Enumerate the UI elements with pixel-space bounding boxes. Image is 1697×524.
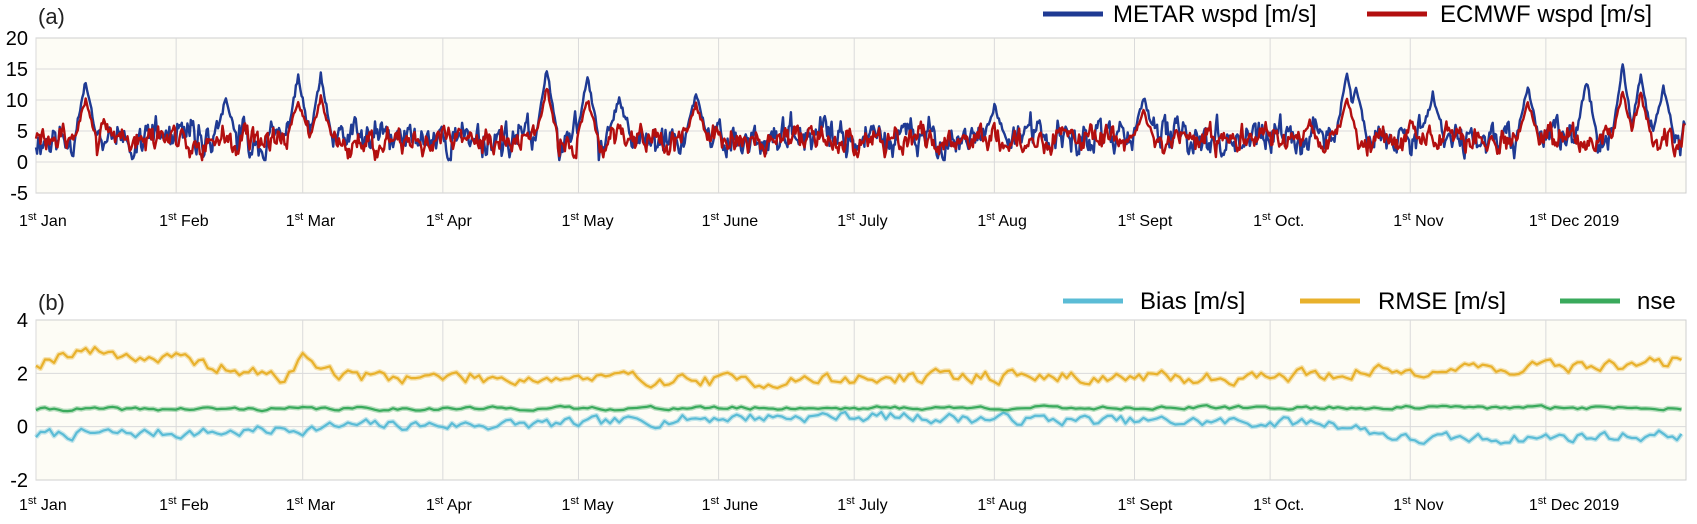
panel-b-series <box>34 344 1684 447</box>
x-tick-label: 1st July <box>837 495 887 514</box>
y-tick-label: 10 <box>6 90 28 112</box>
y-tick-label: 2 <box>17 363 28 385</box>
y-tick-label: 0 <box>17 417 28 439</box>
x-tick-label: 1st Aug <box>977 211 1027 230</box>
y-tick-label: -2 <box>10 470 28 492</box>
legend-label-bias: Bias [m/s] <box>1140 288 1245 315</box>
legend-label-rmse: RMSE [m/s] <box>1378 288 1506 315</box>
panel-b-legend: Bias [m/s] RMSE [m/s] nse <box>1063 288 1676 315</box>
series-line-rmse <box>35 346 1682 390</box>
y-tick-label: 4 <box>17 310 28 332</box>
x-tick-label: 1st June <box>702 211 759 230</box>
legend-label-metar: METAR wspd [m/s] <box>1113 1 1317 28</box>
x-tick-label: 1st Dec 2019 <box>1529 495 1620 514</box>
x-tick-label: 1st Apr <box>426 495 473 514</box>
panel-a-label: (a) <box>38 4 65 29</box>
panel-b-plot-area <box>35 319 1687 481</box>
x-tick-label: 1st May <box>561 211 613 230</box>
x-tick-label: 1st Sept <box>1117 211 1172 230</box>
panel-b-label: (b) <box>38 290 65 315</box>
x-tick-label: 1st Oct. <box>1253 211 1304 230</box>
x-tick-label: 1st Sept <box>1117 495 1172 514</box>
legend-label-ecmwf: ECMWF wspd [m/s] <box>1440 1 1652 28</box>
x-tick-label: 1st Aug <box>977 495 1027 514</box>
panel-b: (b) Bias [m/s] RMSE [m/s] nse 4 2 0 -2 1st … <box>10 288 1687 514</box>
series-line-nse <box>35 404 1682 413</box>
y-tick-label: -5 <box>10 183 28 205</box>
x-tick-label: 1st Mar <box>286 211 336 230</box>
x-tick-label: 1st July <box>837 211 887 230</box>
x-tick-label: 1st Jan <box>19 495 67 514</box>
x-tick-label: 1st Feb <box>159 211 209 230</box>
x-tick-label: 1st Apr <box>426 211 473 230</box>
panel-b-y-axis: 4 2 0 -2 <box>10 310 28 492</box>
series-line-bias <box>35 410 1683 445</box>
panel-a-x-axis: 1st Jan 1st Feb 1st Mar 1st Apr 1st May 1st J… <box>19 211 1619 230</box>
panel-a-legend: METAR wspd [m/s] ECMWF wspd [m/s] <box>1043 1 1652 28</box>
y-tick-label: 5 <box>17 121 28 143</box>
panel-b-x-axis: 1st Jan 1st Feb 1st Mar 1st Apr 1st May 1st J… <box>19 495 1619 514</box>
x-tick-label: 1st Nov <box>1393 495 1443 514</box>
y-tick-label: 0 <box>17 152 28 174</box>
y-tick-label: 15 <box>6 59 28 81</box>
panel-a: (a) METAR wspd [m/s] ECMWF wspd [m/s] 20… <box>6 1 1687 230</box>
series-line-ecmwf <box>34 87 1686 162</box>
x-tick-label: 1st Oct. <box>1253 495 1304 514</box>
x-tick-label: 1st June <box>702 495 759 514</box>
x-tick-label: 1st Feb <box>159 495 209 514</box>
panel-a-series <box>34 63 1687 162</box>
x-tick-label: 1st Mar <box>286 495 336 514</box>
x-tick-label: 1st May <box>561 495 613 514</box>
x-tick-label: 1st Jan <box>19 211 67 230</box>
panel-a-y-axis: 20 15 10 5 0 -5 <box>6 28 28 205</box>
x-tick-label: 1st Nov <box>1393 211 1443 230</box>
x-tick-label: 1st Dec 2019 <box>1529 211 1620 230</box>
legend-label-nse: nse <box>1637 288 1676 315</box>
y-tick-label: 20 <box>6 28 28 50</box>
